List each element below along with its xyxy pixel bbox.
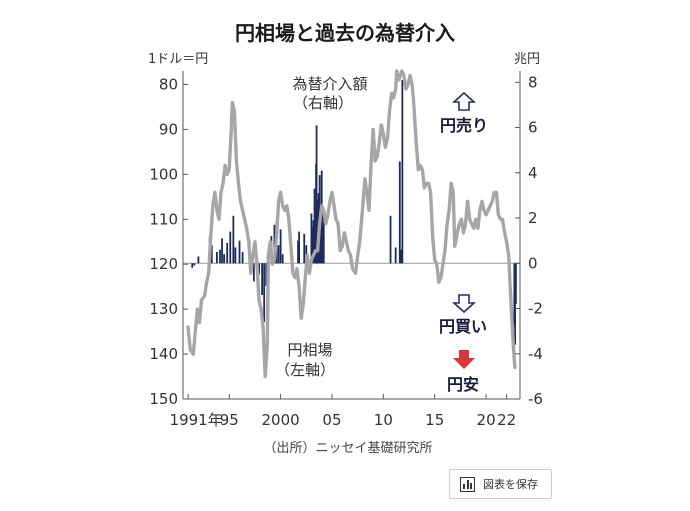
intervention-bar-26 <box>297 240 299 264</box>
right-tick-label: 4 <box>528 164 538 182</box>
intervention-bar-1 <box>193 263 196 266</box>
yen-buy-label: 円買い <box>439 317 487 336</box>
intervention-bar-12 <box>234 247 237 264</box>
x-tick-label: 20 <box>477 411 496 429</box>
up-hollow-arrow-icon <box>451 91 477 111</box>
intervention-bar-33 <box>313 188 316 264</box>
intervention-bar-47 <box>398 161 401 264</box>
left-tick-label: 150 <box>149 390 178 408</box>
intervention-bar-52 <box>514 263 517 304</box>
intervention-bar-18 <box>263 263 266 323</box>
intervention-bar-25 <box>281 254 284 264</box>
x-tick-label: 1991年 <box>170 411 223 429</box>
intervention-bar-7 <box>221 238 223 264</box>
x-tick-label: 10 <box>374 411 393 429</box>
intervention-bar-8 <box>223 254 225 264</box>
down-red-arrow-icon <box>453 350 475 369</box>
right-tick-label: -6 <box>528 390 543 408</box>
x-tick-label: 2000 <box>262 411 300 429</box>
source-note: （出所）ニッセイ基礎研究所 <box>263 441 432 456</box>
intervention-bar-48 <box>399 249 402 264</box>
x-tick-label: 05 <box>322 411 341 429</box>
intervention-bar-23 <box>277 245 280 264</box>
left-tick-label: 100 <box>149 165 178 183</box>
left-axis-unit: 1ドル＝円 <box>148 52 208 67</box>
intervention-label: 為替介入額 （右軸） <box>292 75 367 112</box>
plot-area <box>182 69 521 400</box>
intervention-bar-2 <box>197 256 200 264</box>
intervention-bar-9 <box>226 242 229 264</box>
chart-title: 円相場と過去の為替介入 <box>235 21 455 45</box>
y-axis-ticks: 80 90 100 110 120 130 140 150 8 6 4 2 0 -2 -4 -6 <box>149 73 543 408</box>
intervention-bar-24 <box>279 229 282 264</box>
intervention-bar-32 <box>312 220 315 264</box>
intervention-bar-41 <box>319 206 322 264</box>
intervention-bar-14 <box>241 251 244 264</box>
left-tick-label: 80 <box>159 75 178 93</box>
right-tick-label: -4 <box>528 345 543 363</box>
intervention-bar-6 <box>219 249 221 264</box>
yen-weak-label: 円安 <box>447 375 479 394</box>
rate-label: 円相場 （左軸） <box>275 341 335 379</box>
intervention-bar-16 <box>258 263 260 275</box>
intervention-bar-30 <box>310 213 313 264</box>
right-tick-label: 8 <box>528 73 538 91</box>
rate-label-line2: （左軸） <box>275 361 335 379</box>
intervention-bar-11 <box>232 215 235 264</box>
left-tick-label: 140 <box>149 345 178 363</box>
intervention-label-line1: 為替介入額 <box>292 75 367 93</box>
rate-label-line1: 円相場 <box>287 341 332 359</box>
intervention-bar-0 <box>191 263 194 268</box>
x-tick-label: 15 <box>425 411 444 429</box>
intervention-bar-28 <box>303 233 306 264</box>
x-tick-label: 22 <box>497 411 516 429</box>
left-tick-label: 130 <box>149 300 178 318</box>
intervention-bar-44 <box>322 222 325 264</box>
save-chart-label: 図表を保存 <box>483 478 538 491</box>
intervention-bar-49 <box>401 80 404 264</box>
intervention-bar-27 <box>298 231 301 264</box>
intervention-bar-43 <box>321 206 324 264</box>
save-chart-button[interactable]: 図表を保存 <box>449 469 552 499</box>
right-tick-label: -2 <box>528 300 543 318</box>
down-hollow-arrow-icon <box>451 294 477 314</box>
intervention-bar-31 <box>311 227 314 264</box>
intervention-bar-13 <box>238 240 241 264</box>
right-tick-label: 6 <box>528 119 538 137</box>
intervention-bar-5 <box>216 251 218 264</box>
intervention-label-line2: （右軸） <box>293 94 353 112</box>
right-axis-unit: 兆円 <box>514 52 540 67</box>
left-tick-label: 110 <box>149 210 178 228</box>
intervention-bar-17 <box>261 263 264 295</box>
left-tick-label: 120 <box>149 255 178 273</box>
intervention-bar-45 <box>389 215 392 264</box>
intervention-bar-10 <box>229 231 232 264</box>
intervention-bar-4 <box>210 245 213 264</box>
intervention-bar-36 <box>315 125 318 264</box>
yen-rate-line <box>186 69 517 379</box>
right-tick-label: 0 <box>528 254 538 272</box>
intervention-bar-19 <box>265 263 268 286</box>
x-tick-label: 95 <box>220 411 239 429</box>
right-tick-label: 2 <box>528 209 538 227</box>
intervention-bar-15 <box>252 263 255 282</box>
yen-sell-label: 円売り <box>440 116 488 135</box>
chart-icon <box>460 476 475 492</box>
left-tick-label: 90 <box>159 120 178 138</box>
intervention-bar-46 <box>394 247 397 264</box>
